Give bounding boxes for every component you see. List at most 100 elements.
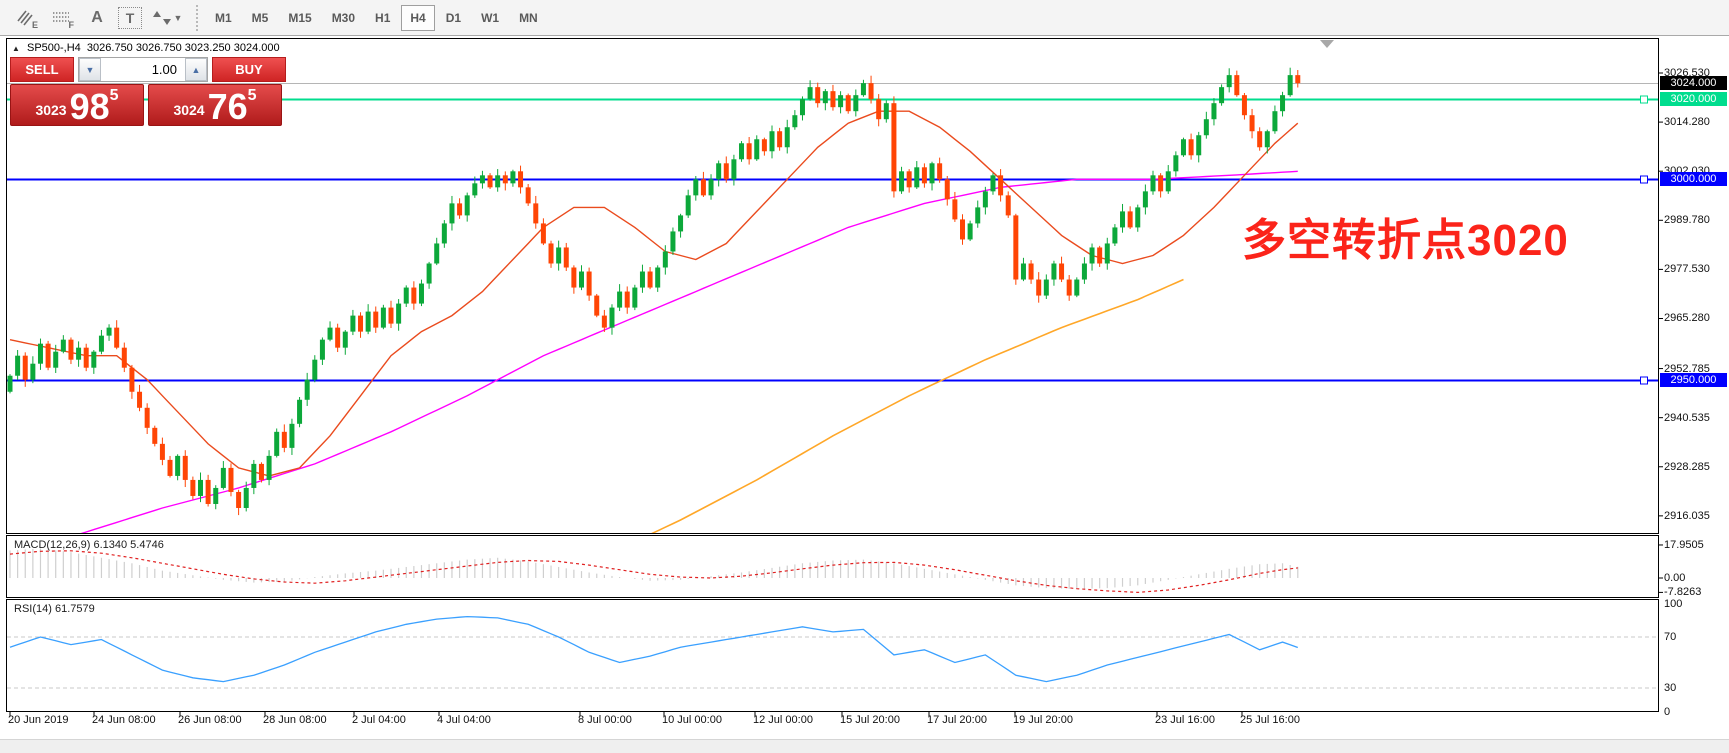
candle-body — [739, 143, 745, 160]
candle-body — [426, 263, 432, 284]
main-price-panel[interactable] — [7, 67, 1658, 556]
volume-decrease-button[interactable]: ▼ — [79, 58, 101, 81]
hline-handle-3000[interactable] — [1640, 175, 1648, 184]
buy-button[interactable]: BUY — [212, 57, 286, 82]
time-axis-label: 28 Jun 08:00 — [263, 714, 327, 726]
timeframe-button-H1[interactable]: H1 — [375, 10, 391, 25]
candle-body — [1150, 175, 1156, 192]
candle-body — [807, 87, 813, 100]
candle-body — [396, 303, 402, 324]
candle-body — [434, 243, 440, 264]
time-axis-label: 8 Jul 00:00 — [578, 714, 632, 726]
candle-body — [365, 311, 371, 332]
toolbar-separator — [196, 4, 198, 31]
sell-price-big: 98 — [69, 86, 110, 127]
macd-tick-label: -7.8263 — [1664, 586, 1702, 599]
timeframe-button-M5[interactable]: M5 — [251, 10, 269, 25]
rsi-panel[interactable] — [7, 615, 1658, 689]
candle-body — [853, 95, 859, 112]
rsi-label: RSI(14) 61.7579 — [14, 603, 95, 615]
candle-body — [1020, 263, 1026, 280]
candle-body — [731, 159, 737, 180]
candle-body — [30, 363, 36, 380]
macd-panel[interactable] — [9, 548, 1299, 594]
timeframe-bar: M1 M5 M15 M30 H1 H4 D1 W1 MN — [206, 4, 549, 31]
candle-body — [1295, 75, 1301, 84]
candle-body — [754, 139, 760, 160]
candle-body — [251, 463, 257, 488]
text-annotation-icon[interactable]: A — [91, 8, 103, 26]
candle-body — [418, 283, 424, 304]
macd-label: MACD(12,26,9) 6.1340 5.4746 — [14, 539, 164, 551]
dropdown-caret-icon: ▼ — [173, 12, 183, 23]
time-axis-label: 15 Jul 20:00 — [840, 714, 900, 726]
text-box-icon[interactable]: T — [118, 6, 142, 29]
rsi-tick-label: 70 — [1664, 631, 1677, 643]
candle-body — [617, 291, 623, 308]
hline-handle-2950[interactable] — [1640, 376, 1648, 385]
candle-body — [205, 479, 211, 504]
candle-body — [464, 195, 470, 216]
candle-body — [60, 339, 66, 352]
time-axis-label: 2 Jul 04:00 — [352, 714, 406, 726]
candle-body — [213, 487, 219, 504]
candle-body — [182, 455, 188, 480]
macd-tick-label: 17.9505 — [1664, 538, 1704, 551]
timeframe-button-M30[interactable]: M30 — [331, 10, 356, 25]
candle-body — [1081, 263, 1087, 280]
timeframe-button-MN[interactable]: MN — [519, 10, 538, 25]
candle-body — [1287, 75, 1293, 96]
candle-body — [449, 203, 455, 224]
candle-body — [83, 347, 89, 368]
candle-body — [335, 327, 341, 348]
candle-body — [327, 327, 333, 340]
indicators-icon[interactable]: F — [46, 5, 76, 31]
candle-body — [845, 95, 851, 112]
timeframe-button-W1[interactable]: W1 — [481, 10, 500, 25]
candle-body — [563, 247, 569, 268]
candle-body — [1005, 195, 1011, 216]
candle-body — [190, 479, 196, 496]
chart-objects-icon[interactable]: E — [10, 5, 40, 31]
candle-body — [121, 347, 127, 368]
candle-body — [1272, 111, 1278, 132]
candle-body — [799, 99, 805, 116]
candle-body — [76, 347, 82, 360]
candle-body — [716, 163, 722, 180]
candle-body — [167, 459, 173, 476]
candle-body — [548, 243, 554, 264]
candle-body — [746, 143, 752, 160]
candle-body — [441, 223, 447, 244]
sell-button[interactable]: SELL — [10, 57, 74, 82]
timeframe-button-H4[interactable]: H4 — [401, 4, 435, 31]
time-axis-label: 12 Jul 00:00 — [753, 714, 813, 726]
price-tick-label: 2940.535 — [1664, 411, 1710, 424]
timeframe-button-M15[interactable]: M15 — [288, 10, 312, 25]
candle-body — [1211, 103, 1217, 120]
candle-body — [1074, 279, 1080, 296]
volume-input[interactable] — [101, 58, 185, 81]
candle-body — [1120, 211, 1126, 228]
arrows-objects-icon[interactable]: ▼ — [148, 5, 186, 31]
hline-handle-3020[interactable] — [1640, 95, 1648, 104]
candle-body — [960, 219, 965, 240]
timeframe-button-M1[interactable]: M1 — [215, 10, 232, 25]
candle-body — [525, 187, 531, 204]
candle-body — [175, 455, 181, 476]
candle-body — [967, 223, 973, 240]
volume-increase-button[interactable]: ▲ — [185, 58, 207, 81]
candle-body — [883, 103, 889, 120]
candle-body — [304, 379, 310, 400]
candle-body — [220, 467, 226, 488]
candle-body — [388, 307, 394, 324]
time-axis-label: 25 Jul 16:00 — [1240, 714, 1300, 726]
candle-body — [639, 271, 645, 288]
sell-price-tile[interactable]: 3023 98 5 — [10, 84, 144, 126]
candle-body — [982, 191, 988, 208]
timeframe-button-D1[interactable]: D1 — [445, 10, 462, 25]
buy-price-tile[interactable]: 3024 76 5 — [148, 84, 282, 126]
candle-body — [1104, 243, 1110, 264]
collapse-trade-panel-icon[interactable]: ▲ — [12, 44, 20, 53]
candle-body — [68, 339, 74, 360]
